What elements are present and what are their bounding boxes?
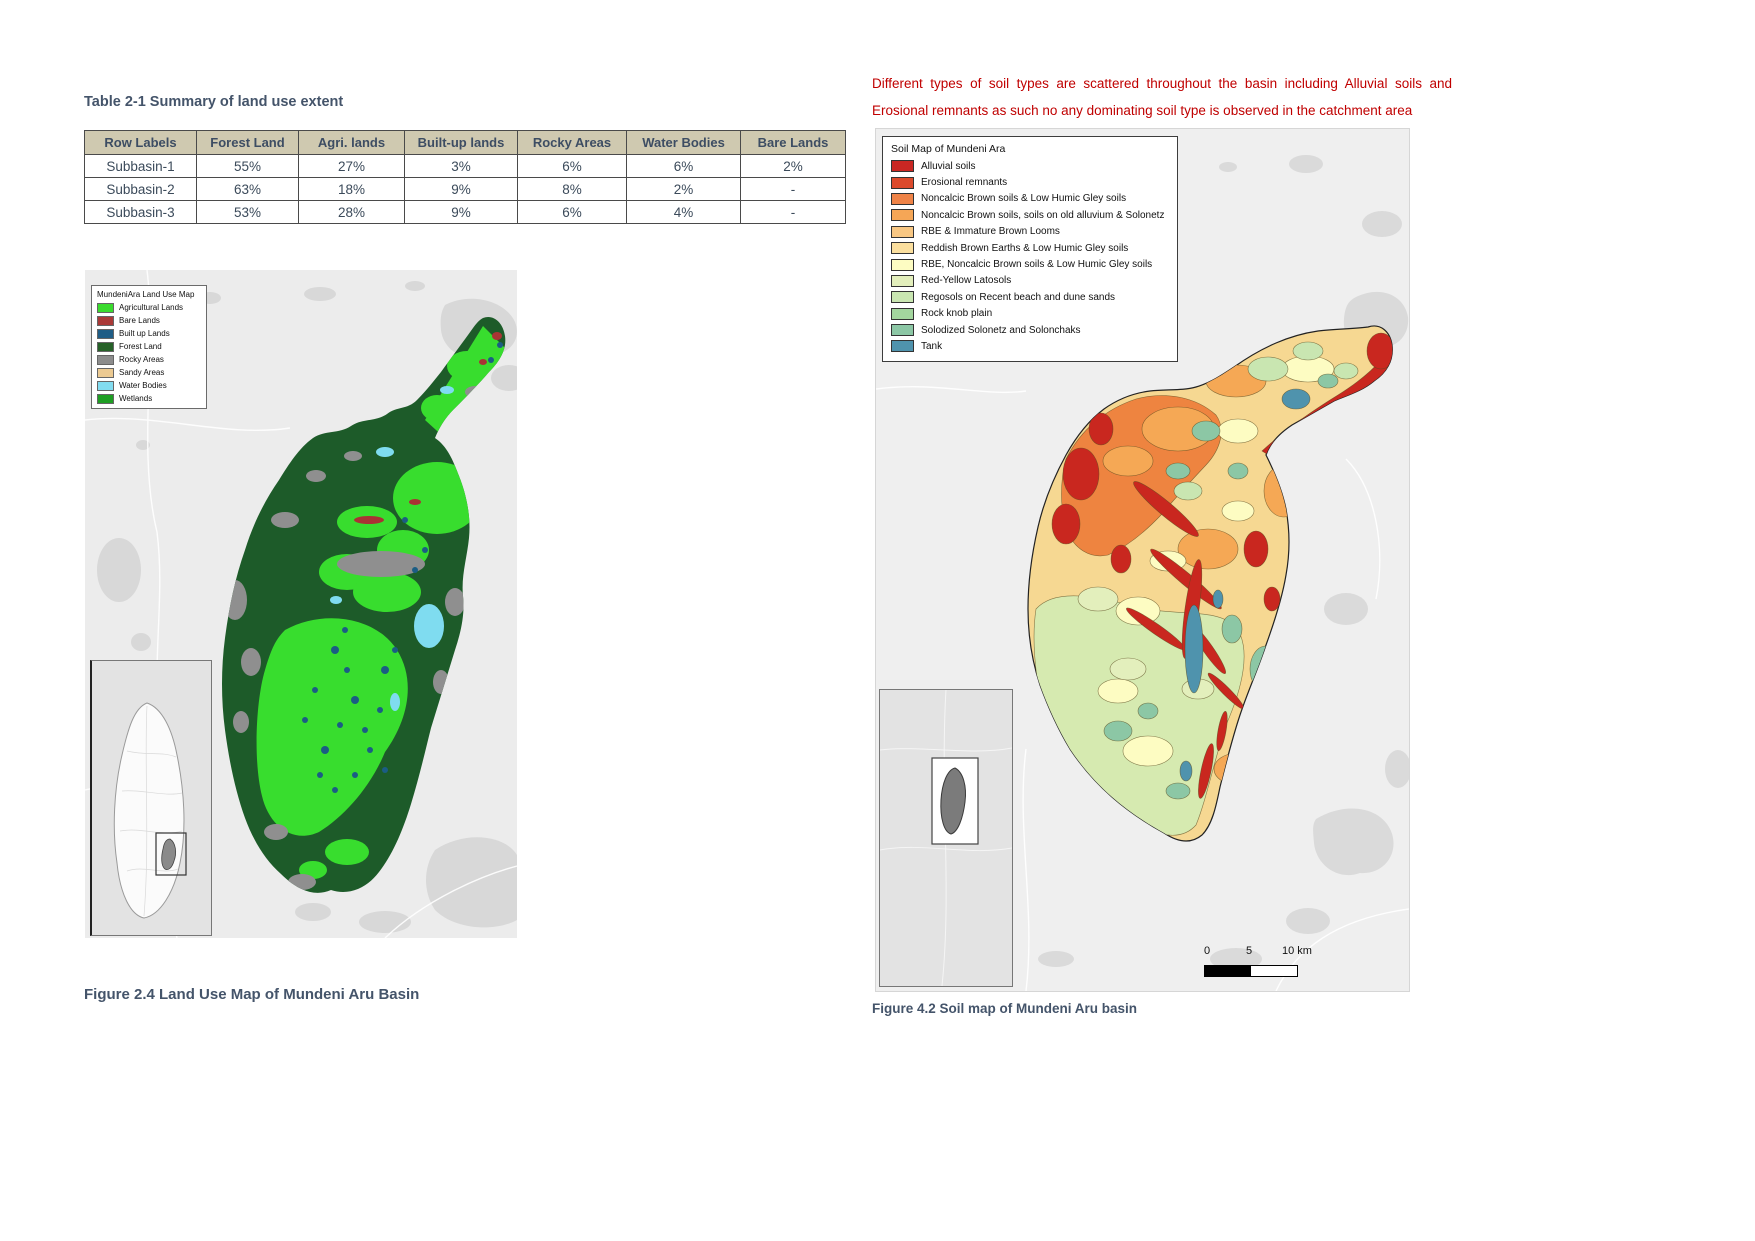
legend-item: Alluvial soils (891, 158, 1171, 174)
legend-item: Sandy Areas (97, 366, 202, 379)
figure-4-2-caption: Figure 4.2 Soil map of Mundeni Aru basin (872, 1001, 1138, 1016)
landuse-map-figure: MundeniAra Land Use Map Agricultural Lan… (85, 270, 517, 938)
legend-swatch (891, 258, 914, 271)
table-cell: 53% (196, 200, 299, 224)
soil-legend: Soil Map of Mundeni Ara Alluvial soils E… (882, 136, 1178, 362)
legend-item: Forest Land (97, 340, 202, 353)
table-cell: 27% (298, 154, 405, 178)
legend-item: Rocky Areas (97, 353, 202, 366)
header-row-labels: Row Labels (84, 130, 197, 155)
legend-item: Regosols on Recent beach and dune sands (891, 289, 1171, 305)
header-water: Water Bodies (626, 130, 741, 155)
legend-swatch (891, 209, 914, 222)
legend-swatch (97, 328, 114, 339)
header-forest: Forest Land (196, 130, 299, 155)
table-cell: 63% (196, 177, 299, 201)
srilanka-inset-soil (879, 689, 1013, 987)
legend-item: Bare Lands (97, 314, 202, 327)
legend-item: Solodized Solonetz and Solonchaks (891, 322, 1171, 338)
landuse-classes (223, 326, 506, 890)
legend-item: Reddish Brown Earths & Low Humic Gley so… (891, 240, 1171, 256)
table-cell: 3% (404, 154, 518, 178)
legend-item: Red-Yellow Latosols (891, 273, 1171, 289)
table-header-row: Row Labels Forest Land Agri. lands Built… (84, 130, 846, 155)
table-row: Subbasin-3 53% 28% 9% 6% 4% - (84, 200, 846, 224)
legend-item: Water Bodies (97, 379, 202, 392)
header-rocky: Rocky Areas (517, 130, 627, 155)
row-label: Subbasin-1 (84, 154, 197, 178)
table-cell: 6% (517, 200, 627, 224)
legend-swatch (97, 367, 114, 378)
legend-item: Rock knob plain (891, 306, 1171, 322)
legend-item: Noncalcic Brown soils, soils on old allu… (891, 207, 1171, 223)
legend-swatch (891, 274, 914, 287)
soil-map-figure: Soil Map of Mundeni Ara Alluvial soils E… (875, 128, 1410, 992)
legend-swatch (97, 393, 114, 404)
legend-item: Agricultural Lands (97, 301, 202, 314)
table-cell: 55% (196, 154, 299, 178)
header-builtup: Built-up lands (404, 130, 518, 155)
table-cell: 6% (626, 154, 741, 178)
legend-swatch (97, 302, 114, 313)
basemap-terrain-shapes (907, 155, 1409, 970)
legend-swatch (891, 340, 914, 353)
srilanka-inset-svg (113, 702, 187, 919)
table-cell: 28% (298, 200, 405, 224)
landuse-legend-title: MundeniAra Land Use Map (97, 290, 195, 299)
basin-locator-box (155, 832, 187, 876)
soil-map-svg (876, 155, 1409, 991)
legend-swatch (891, 160, 914, 173)
legend-swatch (97, 315, 114, 326)
table-cell: - (740, 177, 846, 201)
soil-legend-title: Soil Map of Mundeni Ara (891, 143, 1006, 155)
legend-swatch (891, 225, 914, 238)
legend-swatch (97, 380, 114, 391)
legend-item: Noncalcic Brown soils & Low Humic Gley s… (891, 191, 1171, 207)
table-cell: 4% (626, 200, 741, 224)
scale-label-10: 10 km (1282, 945, 1312, 957)
table-row: Subbasin-2 63% 18% 9% 8% 2% - (84, 177, 846, 201)
table-cell: 18% (298, 177, 405, 201)
scale-bar-graphic (1204, 965, 1298, 977)
soil-note-text: Different types of soil types are scatte… (872, 76, 1452, 118)
legend-item: Built up Lands (97, 327, 202, 340)
legend-swatch (891, 307, 914, 320)
srilanka-inset-landuse (90, 660, 212, 936)
legend-swatch (891, 176, 914, 189)
legend-swatch (891, 242, 914, 255)
landuse-map-svg (85, 270, 517, 938)
table-cell: 8% (517, 177, 627, 201)
table-cell: - (740, 200, 846, 224)
table-cell: 9% (404, 200, 518, 224)
scale-label-5: 5 (1246, 945, 1253, 957)
table-cell: 2% (740, 154, 846, 178)
figure-2-4-caption: Figure 2.4 Land Use Map of Mundeni Aru B… (84, 986, 420, 1003)
legend-item: RBE & Immature Brown Looms (891, 224, 1171, 240)
table-row: Subbasin-1 55% 27% 3% 6% 6% 2% (84, 154, 846, 178)
legend-swatch (97, 341, 114, 352)
table-cell: 2% (626, 177, 741, 201)
legend-swatch (891, 192, 914, 205)
legend-item: RBE, Noncalcic Brown soils & Low Humic G… (891, 256, 1171, 272)
legend-item: Tank (891, 338, 1171, 354)
legend-swatch (891, 324, 914, 337)
table-title: Table 2-1 Summary of land use extent (84, 94, 344, 110)
legend-item: Erosional remnants (891, 174, 1171, 190)
header-agri: Agri. lands (298, 130, 405, 155)
landuse-legend: MundeniAra Land Use Map Agricultural Lan… (91, 285, 207, 409)
legend-item: Wetlands (97, 392, 202, 405)
table-cell: 6% (517, 154, 627, 178)
scale-label-0: 0 (1204, 945, 1211, 957)
landuse-table: Row Labels Forest Land Agri. lands Built… (84, 130, 846, 224)
legend-swatch (891, 291, 914, 304)
header-bare: Bare Lands (740, 130, 846, 155)
row-label: Subbasin-2 (84, 177, 197, 201)
row-label: Subbasin-3 (84, 200, 197, 224)
legend-swatch (97, 354, 114, 365)
srilanka-inset-svg (879, 689, 1013, 987)
scale-bar: 0 5 10 km (1204, 945, 1314, 977)
table-cell: 9% (404, 177, 518, 201)
